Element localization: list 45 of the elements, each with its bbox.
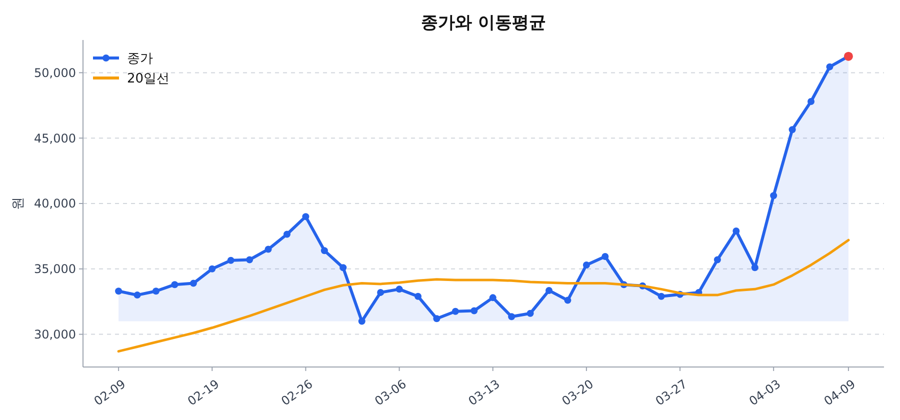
legend-label: 20일선 [127, 72, 170, 87]
point [751, 264, 758, 272]
point [508, 313, 516, 320]
point [302, 213, 310, 220]
point [526, 310, 534, 317]
point [264, 246, 272, 253]
point [227, 256, 234, 264]
point [732, 227, 740, 234]
point [396, 286, 403, 293]
point [377, 288, 384, 296]
point [134, 292, 141, 299]
point [470, 307, 478, 314]
y-tick-label: 35,000 [34, 262, 76, 276]
point [283, 230, 290, 238]
point [452, 308, 459, 315]
point [246, 256, 254, 264]
point [714, 256, 721, 264]
point [546, 286, 552, 294]
point [788, 126, 796, 134]
y-tick-label: 50,000 [34, 66, 76, 80]
point [770, 192, 778, 200]
point [433, 315, 440, 322]
point [602, 252, 609, 260]
y-tick-label: 45,000 [34, 131, 76, 146]
line-series [117, 238, 850, 353]
point [658, 292, 665, 300]
point [582, 261, 590, 268]
legend-label: 종가 [127, 52, 153, 67]
point [171, 281, 178, 288]
point [320, 247, 328, 254]
point [190, 280, 197, 287]
y-axis-title: 원 [11, 197, 26, 210]
point [115, 288, 122, 295]
point [340, 264, 347, 272]
point [414, 292, 422, 300]
point [152, 288, 160, 295]
chart-title: 종가와 이동평균 [421, 13, 546, 33]
point [826, 63, 834, 70]
point [358, 318, 366, 325]
point [489, 294, 496, 302]
y-tick-label: 30,000 [34, 328, 76, 342]
point [208, 265, 216, 272]
y-tick-label: 40,000 [34, 196, 76, 211]
point [808, 98, 815, 105]
point [564, 296, 572, 304]
